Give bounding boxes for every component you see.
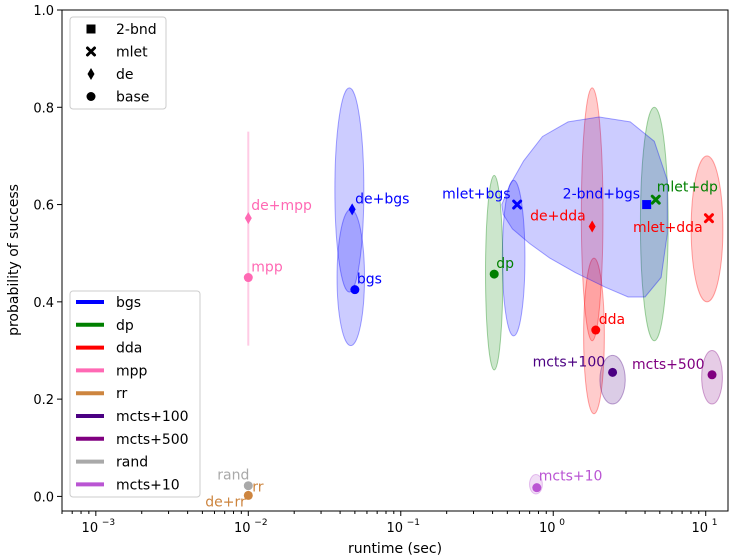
legend-entry-rand: rand <box>116 455 148 471</box>
point-label-mlet-dp: mlet+dp <box>657 180 718 196</box>
ellipse-blob <box>501 116 668 298</box>
marker-legend-box <box>69 16 167 110</box>
legend-label-diamond: de <box>116 67 134 83</box>
color-legend: bgs dp dda mpp rr mcts+100 mcts+500 rand mcts+10 <box>69 290 201 498</box>
legend-label-square: 2-bnd <box>116 22 157 38</box>
legend-entry-mcts+500: mcts+500 <box>116 432 189 448</box>
marker-legend: 2-bnd mlet de base <box>69 16 167 110</box>
point-label-2-bnd-bgs: 2-bnd+bgs <box>563 187 640 203</box>
point-mlet-dda <box>703 213 714 224</box>
y-tick-label-5: 1.0 <box>33 4 54 19</box>
point-label-mlet-bgs: mlet+bgs <box>442 187 510 203</box>
x-tick-exponent-3: 0 <box>559 518 565 528</box>
point-label-mcts-100: mcts+100 <box>533 354 606 370</box>
legend-entry-dda: dda <box>116 341 142 357</box>
point-mcts-100 <box>608 367 618 377</box>
point-label-dda: dda <box>599 312 625 328</box>
point-label-bgs: bgs <box>357 272 382 288</box>
point-mcts-10 <box>532 483 542 493</box>
x-tick-label-1: 10 <box>234 521 251 536</box>
y-tick-label-2: 0.4 <box>33 296 54 311</box>
point-mlet-dp <box>650 194 661 205</box>
point-2-bnd-bgs <box>642 200 652 210</box>
legend-marker-square <box>86 24 96 34</box>
ellipse-0 <box>334 87 365 293</box>
legend-marker-x <box>86 46 96 57</box>
y-tick-label-4: 0.8 <box>33 101 54 116</box>
ellipse-4 <box>639 106 669 342</box>
x-tick-exponent-0: −3 <box>102 518 115 528</box>
point-mpp <box>243 273 253 283</box>
x-tick-label-2: 10 <box>386 521 403 536</box>
x-tick-label-3: 10 <box>539 521 556 536</box>
ellipse-7 <box>690 155 724 303</box>
point-mcts-500 <box>707 370 717 380</box>
legend-entry-mcts+100: mcts+100 <box>116 409 189 425</box>
ellipse-5 <box>580 87 604 342</box>
y-axis-label: probability of success <box>6 184 22 336</box>
point-rand <box>243 481 253 491</box>
legend-entry-mcts+10: mcts+10 <box>116 477 180 493</box>
x-tick-exponent-2: −1 <box>407 518 420 528</box>
legend-label-x: mlet <box>116 45 148 61</box>
legend-marker-diamond <box>87 68 95 80</box>
point-mlet-bgs <box>512 199 523 210</box>
ellipse-8 <box>599 354 626 405</box>
legend-label-circle: base <box>116 90 149 106</box>
x-axis-label: runtime (sec) <box>348 541 442 557</box>
point-label-mcts-10: mcts+10 <box>539 469 603 485</box>
color-legend-box <box>69 290 201 498</box>
point-label-rand: rand <box>217 468 249 484</box>
ellipse-6 <box>583 257 605 415</box>
point-rr <box>243 490 253 500</box>
point-de-bgs <box>348 203 356 216</box>
x-tick-label-4: 10 <box>691 521 708 536</box>
plot-frame <box>61 9 729 512</box>
point-label-de-mpp: de+mpp <box>251 198 312 214</box>
data-points: bgs de+bgs mlet+bgs 2-bnd+bgs dp mlet+dp dda de… <box>205 131 718 510</box>
legend-entry-bgs: bgs <box>116 295 141 311</box>
point-label-de-bgs: de+bgs <box>355 191 409 207</box>
y-tick-label-1: 0.2 <box>33 393 54 408</box>
point-label-de-dda: de+dda <box>530 208 586 224</box>
legend-marker-circle <box>86 92 96 101</box>
point-label-de-rr: de+rr <box>205 494 246 510</box>
point-label-mlet-dda: mlet+dda <box>633 220 703 236</box>
point-de-dda <box>588 220 596 233</box>
point-dda <box>591 325 601 335</box>
legend-entry-dp: dp <box>116 318 134 334</box>
point-bgs <box>350 285 360 295</box>
x-tick-label-0: 10 <box>82 521 99 536</box>
y-tick-label-3: 0.6 <box>33 199 54 214</box>
point-label-rr: rr <box>252 479 264 495</box>
legend-entry-rr: rr <box>116 386 128 402</box>
legend-entry-mpp: mpp <box>116 363 148 379</box>
axes: 10 −3 10 −2 10 −1 10 0 10 10.00.20.40.60.81.0 <box>33 4 717 536</box>
y-tick-label-0: 0.0 <box>33 490 54 505</box>
point-label-dp: dp <box>496 256 514 272</box>
point-label-mpp: mpp <box>251 260 283 276</box>
x-tick-exponent-1: −2 <box>254 518 267 528</box>
ellipse-2 <box>501 179 526 337</box>
x-tick-exponent-4: 1 <box>712 518 718 528</box>
point-label-mcts-500: mcts+500 <box>632 357 705 373</box>
uncertainty-ellipses <box>334 87 724 495</box>
point-de-mpp <box>244 212 252 225</box>
point-dp <box>489 269 499 279</box>
